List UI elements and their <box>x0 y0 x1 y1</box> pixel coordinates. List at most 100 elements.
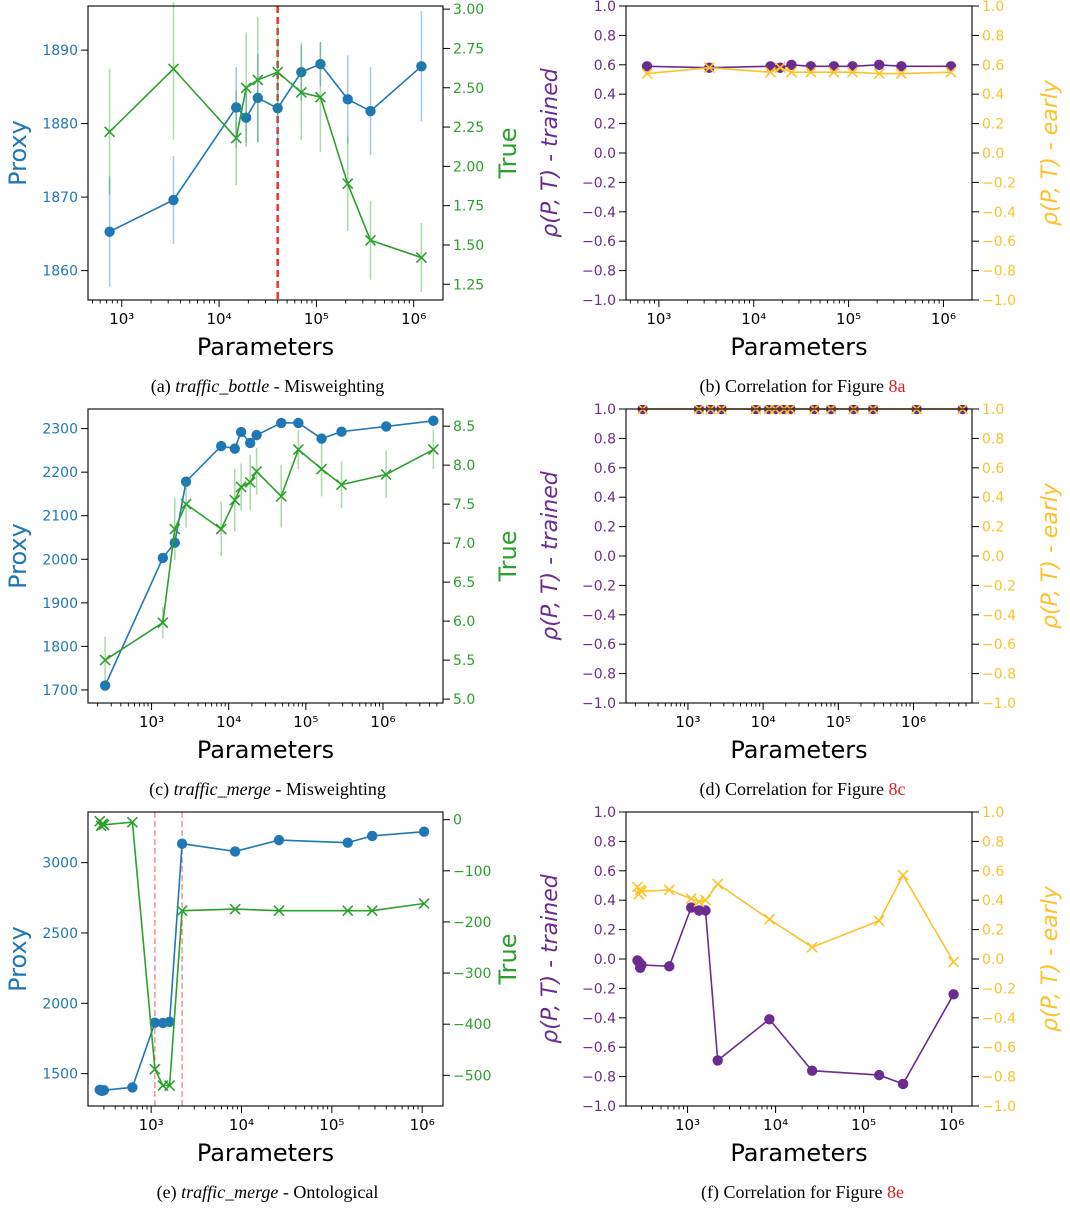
right-tick-label: 0.2 <box>982 520 1004 536</box>
left-tick-label: 1.0 <box>594 402 616 418</box>
data-point <box>828 61 840 72</box>
left-tick-label: −0.8 <box>582 264 616 280</box>
left-tick-label: 0.4 <box>594 893 616 909</box>
data-point <box>176 905 188 917</box>
series-line <box>104 448 434 661</box>
x-tick-label: 10³ <box>675 1116 700 1134</box>
plot-area <box>99 415 439 691</box>
data-point <box>712 1055 723 1066</box>
plot-frame <box>87 811 444 1107</box>
x-tick-label: 10⁶ <box>901 713 926 731</box>
right-axis-label: True <box>494 934 522 986</box>
right-tick-label: 8.5 <box>453 419 475 435</box>
right-tick-label: −100 <box>453 864 491 880</box>
x-axis-label: Parameters <box>730 333 867 361</box>
data-point <box>418 826 430 837</box>
data-point <box>180 498 192 510</box>
data-point <box>774 62 786 74</box>
right-tick-label: 2.75 <box>453 41 484 57</box>
left-tick-label: 1860 <box>42 264 78 280</box>
caption-a: (a) traffic_bottle - Misweighting <box>0 376 535 397</box>
plot-area <box>104 2 427 300</box>
right-tick-label: 1.50 <box>453 238 484 254</box>
left-tick-label: 1500 <box>42 1067 78 1083</box>
data-point <box>252 74 264 86</box>
caption-text: - Misweighting <box>270 779 386 799</box>
data-point <box>895 68 907 80</box>
plot-frame <box>625 811 973 1107</box>
x-tick-label: 10⁴ <box>216 713 241 731</box>
data-point <box>699 894 712 906</box>
data-point <box>948 956 960 968</box>
data-point <box>315 58 326 70</box>
x-tick-label: 10⁴ <box>229 1116 254 1134</box>
left-tick-label: 1.0 <box>594 0 616 15</box>
data-point <box>164 1079 176 1092</box>
data-point <box>806 941 818 953</box>
data-point <box>176 838 188 849</box>
left-tick-label: 2200 <box>42 465 78 481</box>
right-tick-label: −300 <box>453 966 491 982</box>
left-tick-label: 2000 <box>42 552 78 568</box>
data-point <box>805 61 817 72</box>
data-point <box>636 959 647 971</box>
data-point <box>98 819 110 831</box>
caption-ref[interactable]: 8e <box>886 1182 904 1202</box>
right-tick-label: 1.0 <box>982 805 1004 821</box>
right-tick-label: −0.2 <box>982 175 1016 191</box>
data-point <box>700 905 711 916</box>
right-tick-label: 7.5 <box>453 497 475 513</box>
x-tick-label: 10⁵ <box>304 310 329 328</box>
caption-label: (a) <box>150 376 171 396</box>
plot-frame <box>625 5 973 301</box>
data-point <box>763 913 775 925</box>
caption-env: traffic_merge <box>173 779 271 799</box>
caption-ref[interactable]: 8c <box>888 779 906 799</box>
left-tick-label: 1900 <box>42 596 78 612</box>
data-point <box>897 1078 909 1090</box>
data-point <box>847 61 858 72</box>
data-point <box>316 463 328 475</box>
left-tick-label: 0.2 <box>594 117 616 133</box>
data-point <box>240 82 252 94</box>
data-point <box>157 617 169 629</box>
caption-text: Correlation for Figure <box>723 1182 887 1202</box>
data-point <box>342 837 353 848</box>
left-tick-label: −0.2 <box>582 578 616 594</box>
left-tick-label: −0.6 <box>582 1040 616 1056</box>
right-axis-label: True <box>494 128 522 180</box>
caption-env: traffic_merge <box>181 1182 279 1202</box>
left-tick-label: 3000 <box>42 856 78 872</box>
caption-text: - Misweighting <box>269 376 385 396</box>
data-point <box>314 91 326 103</box>
data-point <box>641 61 653 72</box>
data-point <box>367 830 378 842</box>
data-point <box>180 476 192 487</box>
data-point <box>127 1082 138 1093</box>
caption-ref[interactable]: 8a <box>888 376 906 396</box>
x-tick-label: 10⁵ <box>319 1116 344 1134</box>
plot-area <box>631 869 960 1090</box>
data-point <box>418 897 430 910</box>
data-point <box>104 126 116 138</box>
data-point <box>342 178 354 190</box>
series-line <box>99 830 425 1092</box>
chart-f: 10³ 10⁴ 10⁵ 10⁶ Parameters −1.0 −0.8 −0.6 −0.4 −0… <box>538 805 1063 1167</box>
data-point <box>335 479 348 491</box>
left-tick-label: 0.0 <box>594 952 616 968</box>
x-tick-label: 10⁴ <box>751 713 776 731</box>
data-point <box>806 1065 818 1076</box>
data-point <box>896 61 907 72</box>
data-point <box>296 66 307 78</box>
data-point <box>380 468 392 481</box>
left-tick-label: −0.2 <box>582 981 616 997</box>
data-point <box>685 902 697 913</box>
left-axis-label: ρ(P, T) - trained <box>538 873 563 1043</box>
data-point <box>276 417 287 429</box>
right-tick-label: −0.2 <box>982 578 1016 594</box>
data-point <box>244 437 256 449</box>
x-tick-label: 10⁶ <box>370 713 395 731</box>
x-axis-label: Parameters <box>197 736 334 764</box>
left-tick-label: 1890 <box>42 43 78 59</box>
data-point <box>293 417 304 429</box>
